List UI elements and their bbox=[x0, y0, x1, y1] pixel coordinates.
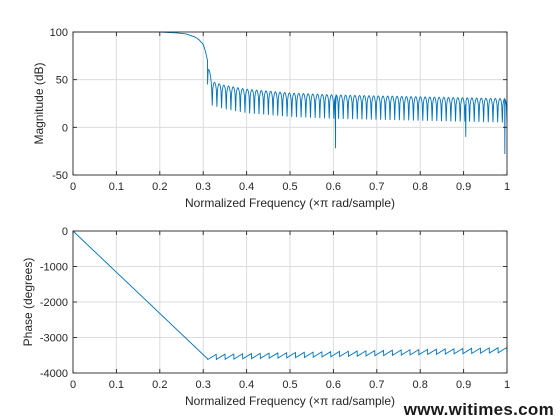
watermark-text: www.witimes.com bbox=[403, 400, 554, 419]
x-tick-label: 0.5 bbox=[282, 181, 297, 193]
x-tick-label: 0.2 bbox=[152, 181, 167, 193]
x-tick-label: 0.9 bbox=[456, 181, 471, 193]
y-tick-label: -2000 bbox=[40, 297, 68, 309]
x-tick-label: 0.8 bbox=[413, 181, 428, 193]
y-tick-label: -4000 bbox=[40, 368, 68, 380]
x-tick-label: 1 bbox=[504, 379, 510, 391]
x-tick-label: 0.3 bbox=[196, 181, 211, 193]
magnitude-plot: 0 0.1 0.2 0.3 0.4 0.5 0.6 0.7 0.8 0.9 1-50050100No… bbox=[32, 27, 510, 210]
y-axis-label: Phase (degrees) bbox=[21, 258, 35, 347]
y-tick-label: -1000 bbox=[40, 262, 68, 274]
x-tick-label: 0.7 bbox=[369, 181, 384, 193]
phase-plot: 0 0.1 0.2 0.3 0.4 0.5 0.6 0.7 0.8 0.9 1 -4000 -3000 -… bbox=[21, 226, 510, 408]
x-tick-label: 0.8 bbox=[413, 379, 428, 391]
x-tick-label: 0.4 bbox=[239, 379, 254, 391]
x-tick-label: 0.6 bbox=[326, 379, 341, 391]
magnitude-line bbox=[73, 31, 508, 155]
phase-line bbox=[72, 230, 508, 361]
y-tick-label: 0 bbox=[62, 226, 68, 238]
x-tick-label: 0.1 bbox=[109, 181, 124, 193]
x-tick-label: 0.2 bbox=[152, 379, 167, 391]
y-tick-label: -50 bbox=[52, 170, 68, 182]
x-tick-label: 0.6 bbox=[326, 181, 341, 193]
x-tick-label: 0.7 bbox=[369, 379, 384, 391]
x-tick-label: 0 bbox=[70, 379, 76, 391]
x-tick-label: 0.9 bbox=[456, 379, 471, 391]
y-axis-label: Magnitude (dB) bbox=[32, 62, 46, 144]
x-tick-label: 0.1 bbox=[109, 379, 124, 391]
x-axis-label: Normalized Frequency (×π rad/sample) bbox=[185, 394, 395, 408]
y-tick-label: 0 bbox=[62, 122, 68, 134]
x-tick-label: 1 bbox=[504, 181, 510, 193]
y-tick-label: 50 bbox=[56, 75, 68, 87]
x-tick-label: 0.4 bbox=[239, 181, 254, 193]
x-axis-label: Normalized Frequency (×π rad/sample) bbox=[185, 196, 395, 210]
y-tick-label: 100 bbox=[50, 27, 68, 39]
x-tick-label: 0.3 bbox=[196, 379, 211, 391]
x-tick-label: 0.5 bbox=[282, 379, 297, 391]
x-tick-label: 0 bbox=[70, 181, 76, 193]
y-tick-label: -3000 bbox=[40, 333, 68, 345]
